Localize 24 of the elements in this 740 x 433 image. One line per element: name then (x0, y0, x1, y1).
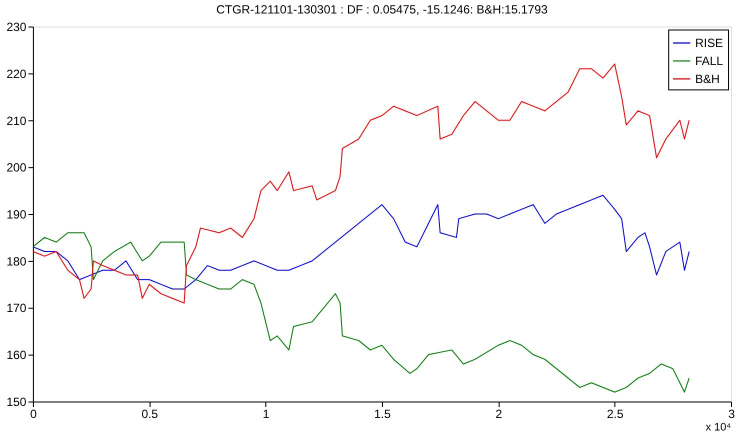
legend-label: B&H (695, 72, 720, 86)
y-tick-label: 190 (6, 208, 27, 222)
y-tick-label: 200 (6, 160, 27, 175)
x-tick-label: 0.5 (141, 406, 158, 421)
line-series (32, 232, 690, 393)
x-tick-label: 3 (728, 406, 736, 421)
text: x 10⁴ (706, 421, 732, 433)
line-series (32, 64, 690, 304)
y-tick-label: 150 (6, 394, 27, 409)
x-tick-label: 0 (30, 406, 38, 421)
x-tick-label: 2 (495, 406, 502, 421)
y-tick-label: 220 (6, 66, 27, 81)
y-tick-label: 160 (6, 348, 27, 362)
y-tick-label: 230 (6, 20, 27, 34)
chart-title: CTGR-121101-130301 : DF : 0.05475, -15.1246: B&H:15.1793 (216, 2, 548, 17)
x-tick-label: 1 (262, 406, 270, 421)
y-tick-label: 180 (6, 254, 27, 268)
x-tick-label: 1.5 (374, 406, 392, 421)
legend-label: RISE (695, 36, 724, 50)
line-series (32, 194, 690, 290)
x-tick-label: 2.5 (606, 406, 624, 421)
y-tick-label: 170 (6, 301, 27, 316)
y-tick-label: 210 (6, 114, 27, 128)
legend-label: FALL (695, 54, 724, 68)
